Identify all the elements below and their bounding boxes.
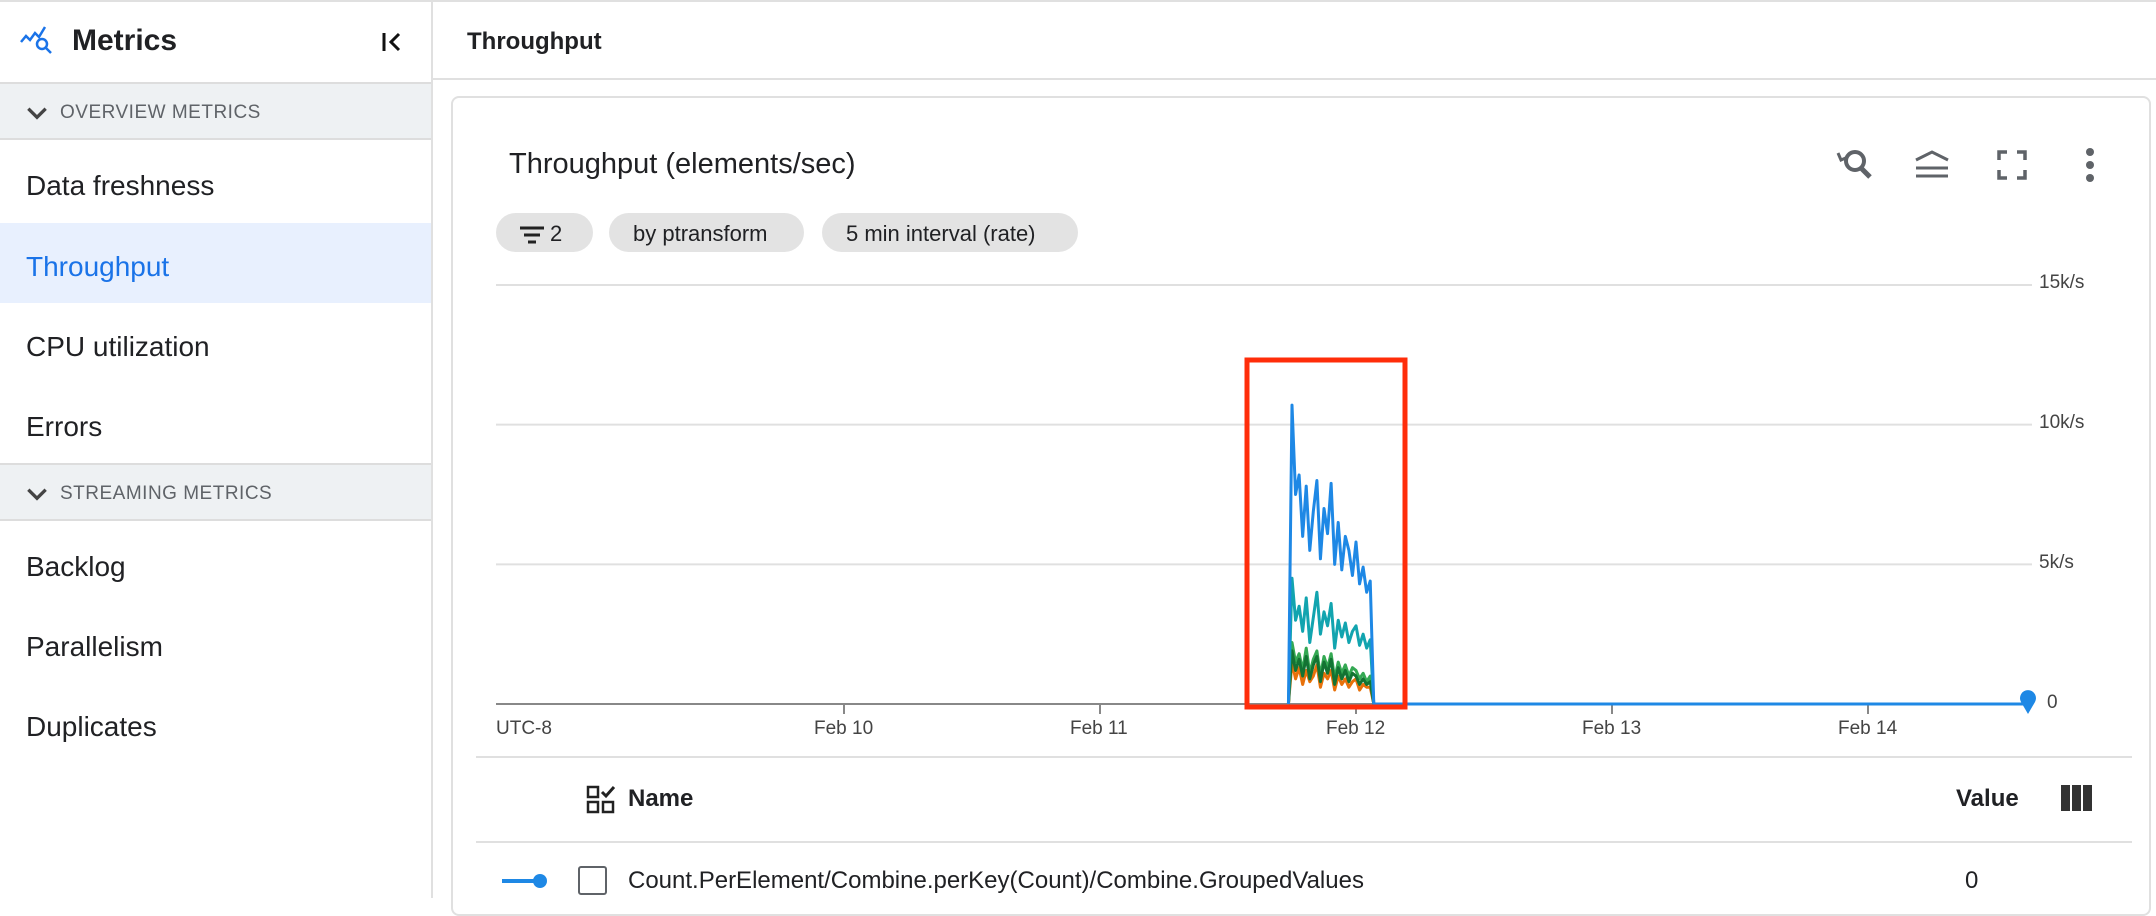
metrics-explorer-icon	[20, 26, 52, 54]
section-streaming-metrics[interactable]: STREAMING METRICS	[0, 463, 431, 521]
highlight-box	[1244, 357, 1408, 710]
collapse-sidebar-icon[interactable]	[380, 30, 404, 54]
sidebar-item-throughput[interactable]: Throughput	[0, 223, 431, 303]
columns-icon[interactable]	[2061, 785, 2093, 811]
name-column-header[interactable]: Name	[628, 785, 694, 812]
fullscreen-icon[interactable]	[1996, 149, 2028, 181]
throughput-chart[interactable]	[0, 0, 2156, 760]
sidebar-item-backlog[interactable]: Backlog	[26, 551, 126, 582]
y-tick-label: 0	[2047, 692, 2058, 713]
x-tick-label: Feb 13	[1582, 718, 1642, 739]
row-value: 0	[1965, 867, 1979, 894]
select-all-icon[interactable]	[586, 785, 616, 815]
series-line-2	[1286, 649, 2028, 706]
x-tick-label: Feb 11	[1070, 718, 1128, 739]
sidebar-item-data-freshness[interactable]: Data freshness	[26, 170, 215, 201]
x-tick-label: Feb 12	[1326, 718, 1386, 739]
row-checkbox[interactable]	[578, 866, 607, 895]
series-line-dot-icon	[502, 874, 547, 888]
group-by-chip[interactable]: by ptransform	[609, 213, 804, 252]
series-line-0	[1286, 641, 2028, 706]
last-value-marker	[2019, 690, 2037, 714]
page-header: Throughput	[433, 0, 2156, 80]
interval-chip[interactable]: 5 min interval (rate)	[822, 213, 1078, 252]
table-row[interactable]: Count.PerElement/Combine.perKey(Count)/C…	[476, 856, 2132, 906]
section-overview-metrics[interactable]: OVERVIEW METRICS	[0, 82, 431, 140]
filter-icon	[520, 226, 544, 244]
divider	[476, 756, 2132, 758]
row-name: Count.PerElement/Combine.perKey(Count)/C…	[628, 867, 1364, 894]
section-label: STREAMING METRICS	[60, 483, 273, 504]
sidebar: Metrics OVERVIEW METRICS Data freshness …	[0, 0, 433, 898]
section-label: OVERVIEW METRICS	[60, 102, 261, 123]
filter-count: 2	[550, 221, 563, 246]
zoom-reset-icon[interactable]	[1833, 145, 1873, 185]
y-tick-label: 5k/s	[2039, 552, 2074, 573]
series-line-1	[1286, 660, 2028, 706]
y-tick-label: 10k/s	[2039, 412, 2085, 433]
timezone-label: UTC-8	[496, 718, 552, 739]
divider	[476, 841, 2132, 843]
chart-title: Throughput (elements/sec)	[509, 148, 856, 180]
value-column-header[interactable]: Value	[1956, 785, 2019, 812]
sidebar-item-cpu-utilization[interactable]: CPU utilization	[26, 331, 210, 362]
more-vert-icon[interactable]	[2080, 146, 2100, 184]
page-title: Throughput	[467, 28, 602, 55]
sidebar-title: Metrics	[72, 24, 178, 57]
series-line-3	[1286, 576, 2028, 706]
x-tick-label: Feb 14	[1838, 718, 1898, 739]
filter-chip[interactable]: 2	[496, 213, 593, 252]
x-tick-label: Feb 10	[814, 718, 874, 739]
sidebar-item-duplicates[interactable]: Duplicates	[26, 711, 157, 742]
legend-icon[interactable]	[1914, 148, 1950, 182]
y-tick-label: 15k/s	[2039, 272, 2085, 293]
series-line-4	[1286, 403, 2028, 706]
sidebar-item-parallelism[interactable]: Parallelism	[26, 631, 163, 662]
sidebar-item-errors[interactable]: Errors	[26, 411, 103, 442]
chevron-down-icon	[27, 107, 47, 120]
chevron-down-icon	[27, 488, 47, 501]
